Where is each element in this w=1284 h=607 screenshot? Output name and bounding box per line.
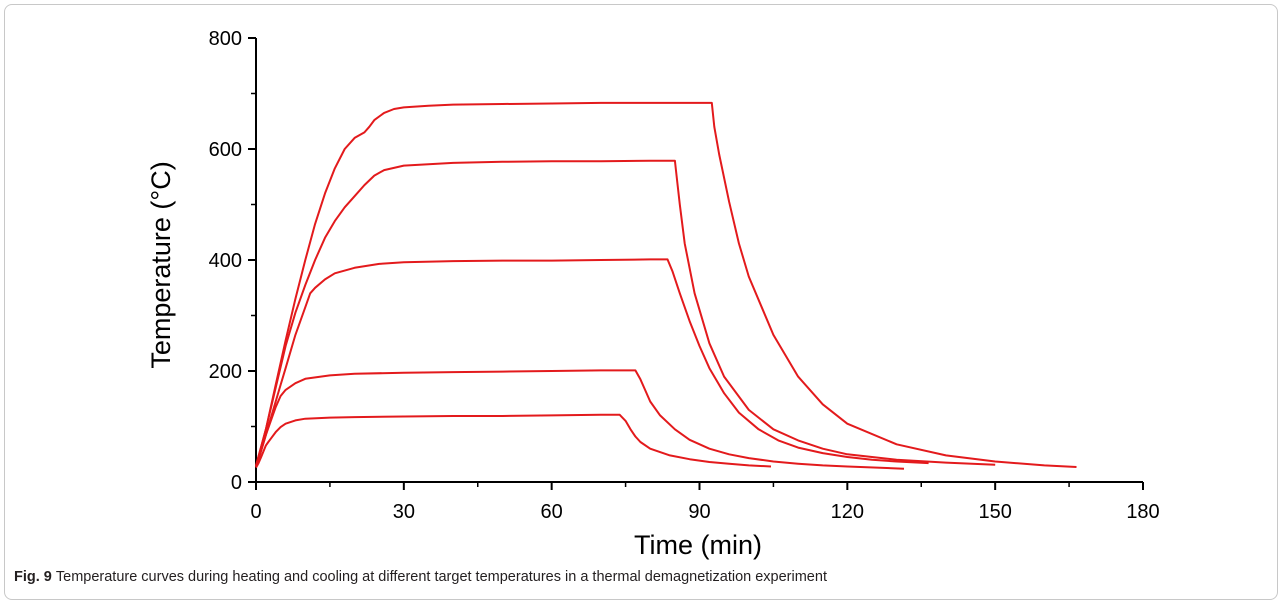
figure-frame: 0 30 60 90 120 150 180 0 200 400 600 800 Time (min…: [4, 4, 1278, 600]
x-tick-label: 180: [1126, 501, 1159, 523]
x-tick-labels: 0 30 60 90 120 150 180: [250, 501, 1159, 523]
y-tick-label: 600: [209, 139, 242, 161]
y-tick-label: 800: [209, 28, 242, 50]
caption-text: Temperature curves during heating and co…: [55, 569, 827, 585]
caption-label: Fig. 9: [14, 569, 52, 585]
x-tick-label: 150: [978, 501, 1011, 523]
figure-caption: Fig. 9 Temperature curves during heating …: [14, 569, 1277, 585]
y-tick-label: 400: [209, 250, 242, 272]
y-tick-label: 200: [209, 361, 242, 383]
x-axis-label: Time (min): [634, 530, 762, 560]
y-tick-labels: 0 200 400 600 800: [209, 28, 242, 494]
series-line: [255, 413, 772, 469]
tick-marks: [248, 37, 1144, 490]
series-line: [255, 369, 905, 470]
series-line: [255, 101, 1077, 468]
series-lines: [255, 101, 1077, 470]
axes: [255, 38, 1143, 483]
series-line: [255, 258, 929, 467]
x-tick-label: 0: [250, 501, 261, 523]
y-tick-label: 0: [231, 472, 242, 494]
series-line: [255, 159, 996, 467]
x-tick-label: 120: [831, 501, 864, 523]
x-tick-label: 30: [393, 501, 415, 523]
y-axis-label: Temperature (°C): [146, 161, 176, 368]
x-tick-label: 90: [688, 501, 710, 523]
x-tick-label: 60: [541, 501, 563, 523]
chart: 0 30 60 90 120 150 180 0 200 400 600 800 Time (min…: [146, 28, 1160, 560]
